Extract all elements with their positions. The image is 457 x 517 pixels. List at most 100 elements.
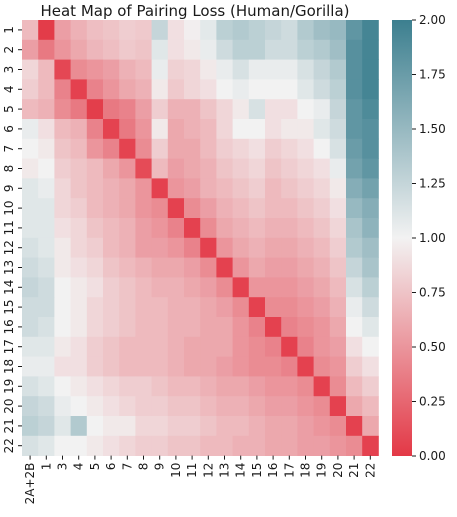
heatmap-cell-r4-c14 (232, 79, 250, 100)
heatmap-cell-r7-c12 (200, 138, 217, 159)
heatmap-cell-r16-c18 (297, 317, 314, 338)
heatmap-cell-r6-c22 (362, 119, 379, 140)
heatmap-cell-r9-c11 (184, 178, 201, 199)
heatmap-cell-r2-c6 (103, 39, 120, 60)
heatmap-cell-r8-c1 (38, 158, 55, 179)
heatmap-cell-r19-c14 (232, 376, 250, 397)
heatmap-cell-r13-c19 (313, 257, 331, 278)
heatmap-cell-r7-c10 (167, 138, 185, 159)
heatmap-cell-r13-c12 (200, 257, 217, 278)
heatmap-cell-r13-c8 (135, 257, 152, 278)
heatmap-cell-r19-c18 (297, 376, 314, 397)
column-label: 6 (104, 463, 118, 471)
heatmap-cell-r10-c20 (329, 198, 347, 219)
heatmap-cell-r16-c12 (200, 317, 217, 338)
heatmap-cell-r21-c14 (232, 416, 250, 437)
heatmap-cell-r1-c20 (329, 20, 347, 41)
heatmap-cell-r6-c15 (248, 119, 266, 140)
heatmap-cell-r3-c18 (297, 59, 314, 80)
heatmap-cell-r14-c22 (362, 277, 379, 298)
heatmap-cell-r6-c4 (70, 119, 88, 140)
heatmap-cell-r22-c3 (54, 435, 71, 456)
heatmap-cell-r7-c15 (248, 138, 266, 159)
column-label: 11 (185, 463, 199, 478)
heatmap-cell-r18-c9 (151, 356, 169, 377)
heatmap-cell-r5-c11 (184, 99, 201, 120)
heatmap-cell-r8-c2A+2B (22, 158, 39, 179)
heatmap-cell-r2-c9 (151, 39, 169, 60)
heatmap-cell-r2-c4 (70, 39, 88, 60)
heatmap-cell-r5-c1 (38, 99, 55, 120)
heatmap-cell-r12-c2A+2B (22, 237, 39, 258)
heatmap-cell-r1-c7 (119, 20, 136, 41)
heatmap-cell-r1-c1 (38, 20, 55, 41)
heatmap-cell-r8-c18 (297, 158, 314, 179)
column-label: 20 (331, 463, 345, 478)
heatmap-cell-r15-c22 (362, 297, 379, 318)
heatmap-cell-r16-c1 (38, 317, 55, 338)
column-label: 22 (363, 463, 377, 478)
heatmap-cell-r1-c2A+2B (22, 20, 39, 41)
heatmap-cell-r3-c9 (151, 59, 169, 80)
heatmap-cell-r2-c3 (54, 39, 71, 60)
column-label: 3 (56, 463, 70, 471)
heatmap-cell-r2-c13 (216, 39, 233, 60)
column-labels: 2A+2B 1 3 4 5 6 7 8 9 10 11 12 13 14 15 16 17 18 19 20 21 22 (23, 455, 377, 504)
heatmap-cell-r7-c5 (86, 138, 104, 159)
heatmap-cell-r9-c10 (167, 178, 185, 199)
heatmap-cell-r18-c7 (119, 356, 136, 377)
heatmap-cell-r19-c13 (216, 376, 233, 397)
heatmap-cell-r14-c8 (135, 277, 152, 298)
heatmap-cell-r19-c3 (54, 376, 71, 397)
heatmap-cell-r3-c10 (167, 59, 185, 80)
heatmap-cell-r17-c20 (329, 336, 347, 357)
heatmap-cell-r9-c17 (281, 178, 298, 199)
heatmap-cell-r19-c16 (265, 376, 282, 397)
heatmap-cell-r2-c20 (329, 39, 347, 60)
heatmap-cell-r19-c17 (281, 376, 298, 397)
heatmap-cell-r7-c6 (103, 138, 120, 159)
heatmap-cell-r17-c6 (103, 336, 120, 357)
heatmap-cell-r15-c12 (200, 297, 217, 318)
heatmap-cell-r4-c4 (70, 79, 88, 100)
heatmap-cell-r16-c2A+2B (22, 317, 39, 338)
heatmap-cell-r5-c9 (151, 99, 169, 120)
heatmap-cell-r15-c11 (184, 297, 201, 318)
heatmap-cell-r15-c1 (38, 297, 55, 318)
heatmap-cell-r13-c20 (329, 257, 347, 278)
heatmap-cell-r13-c7 (119, 257, 136, 278)
heatmap-cell-r1-c8 (135, 20, 152, 41)
colorbar-tick-label: 2.00 (419, 13, 446, 27)
heatmap-cell-r10-c8 (135, 198, 152, 219)
heatmap-cell-r11-c2A+2B (22, 218, 39, 239)
heatmap-cell-r2-c1 (38, 39, 55, 60)
column-label: 5 (88, 463, 102, 471)
heatmap-cell-r4-c20 (329, 79, 347, 100)
heatmap-cell-r16-c7 (119, 317, 136, 338)
heatmap-cell-r5-c6 (103, 99, 120, 120)
heatmap-cell-r12-c7 (119, 237, 136, 258)
heatmap-cell-r12-c4 (70, 237, 88, 258)
row-label: 8 (2, 165, 16, 173)
row-label: 15 (2, 299, 16, 314)
heatmap-cell-r13-c15 (248, 257, 266, 278)
heatmap-cell-r18-c5 (86, 356, 104, 377)
heatmap-cell-r20-c12 (200, 396, 217, 417)
heatmap-cell-r8-c3 (54, 158, 71, 179)
heatmap-cell-r14-c10 (167, 277, 185, 298)
heatmap-cell-r8-c7 (119, 158, 136, 179)
heatmap-cell-r5-c18 (297, 99, 314, 120)
heatmap-cell-r20-c17 (281, 396, 298, 417)
heatmap-cell-r5-c7 (119, 99, 136, 120)
heatmap-cell-r13-c16 (265, 257, 282, 278)
heatmap-cell-r18-c6 (103, 356, 120, 377)
heatmap-cell-r19-c9 (151, 376, 169, 397)
heatmap-cell-r4-c10 (167, 79, 185, 100)
heatmap-cell-r5-c8 (135, 99, 152, 120)
heatmap-cell-r3-c7 (119, 59, 136, 80)
heatmap-cell-r16-c4 (70, 317, 88, 338)
heatmap-cell-r10-c21 (346, 198, 363, 219)
heatmap-cell-r11-c1 (38, 218, 55, 239)
heatmap-cell-r8-c15 (248, 158, 266, 179)
